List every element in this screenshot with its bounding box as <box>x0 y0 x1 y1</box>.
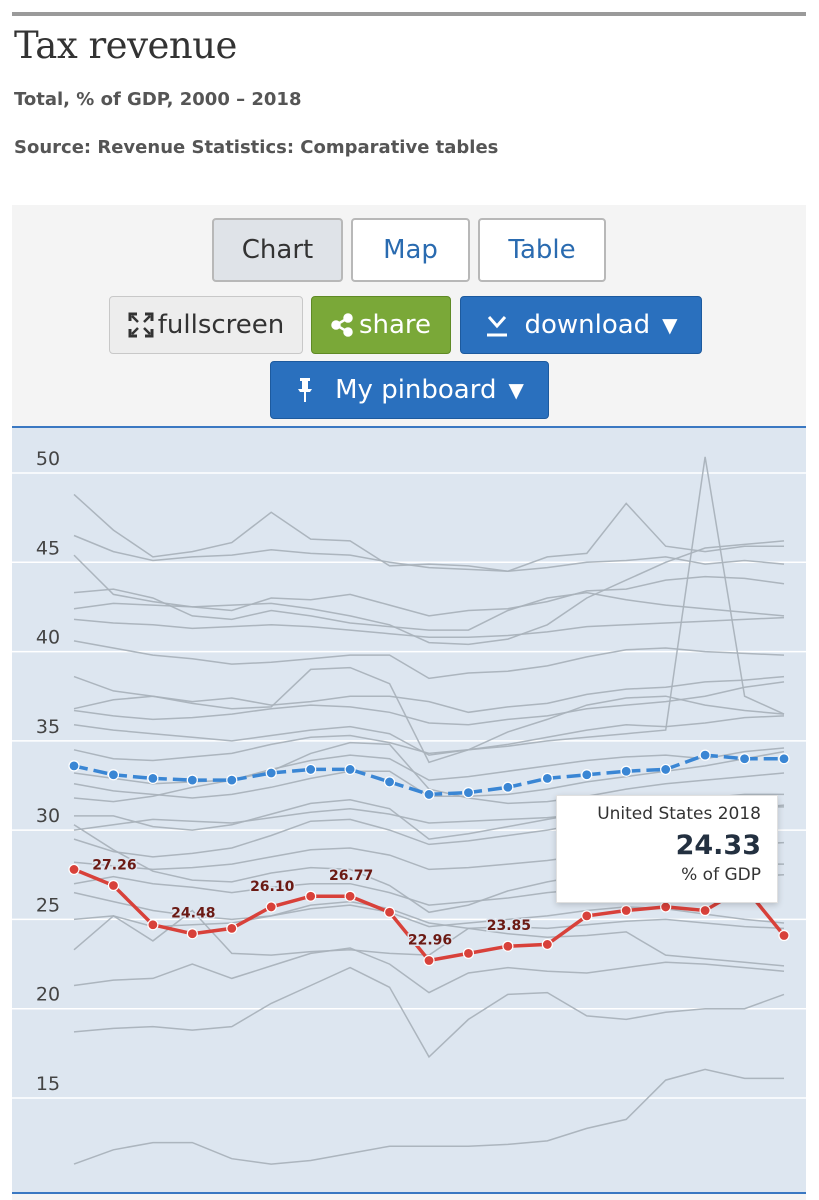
data-label: 27.26 <box>92 858 136 874</box>
data-label: 26.10 <box>250 879 295 895</box>
oecd-point <box>423 788 435 801</box>
oecd-point <box>738 753 751 765</box>
country-series-line <box>73 947 785 994</box>
page-title: Tax revenue <box>14 24 237 67</box>
country-series-line <box>73 681 785 726</box>
highlight-point <box>265 901 277 913</box>
oecd-point <box>383 776 396 788</box>
highlight-point <box>68 863 80 876</box>
share-label: share <box>358 310 432 340</box>
download-icon <box>487 316 508 337</box>
country-series-line <box>73 1068 784 1165</box>
download-label: download <box>524 310 651 340</box>
data-label: 26.77 <box>329 868 373 884</box>
country-series-line <box>73 675 785 714</box>
share-icon <box>331 313 353 337</box>
fullscreen-icon <box>128 312 154 338</box>
country-series-line <box>73 493 784 572</box>
country-series-line <box>73 666 785 764</box>
country-series-line <box>73 900 785 930</box>
oecd-point <box>660 763 672 776</box>
highlight-point <box>620 904 632 917</box>
highlight-point <box>423 954 435 967</box>
highlight-point <box>147 919 159 931</box>
oecd-point <box>344 763 356 776</box>
data-label: 22.96 <box>408 933 452 949</box>
data-label: 23.85 <box>487 918 531 934</box>
pin-icon <box>298 378 313 402</box>
highlight-point <box>502 940 514 952</box>
tooltip-heading: United States 2018 <box>597 804 761 824</box>
download-button[interactable]: download ▼ <box>460 296 702 354</box>
oecd-point <box>778 753 790 765</box>
oecd-point <box>107 769 120 781</box>
highlight-point <box>186 928 198 940</box>
highlight-point <box>383 906 396 918</box>
highlight-point <box>660 901 672 913</box>
highlight-point <box>344 890 356 902</box>
oecd-point <box>186 774 198 786</box>
tab-map[interactable]: Map <box>351 218 470 282</box>
oecd-point <box>226 774 238 786</box>
highlight-point <box>778 929 790 942</box>
highlight-point <box>107 879 120 892</box>
oecd-point <box>305 763 317 776</box>
y-tick-label: 25 <box>36 894 60 916</box>
oecd-point <box>581 769 593 781</box>
chevron-down-icon: ▼ <box>508 378 524 402</box>
country-series-line <box>73 540 785 646</box>
highlight-point <box>305 890 317 902</box>
highlight-point <box>462 947 475 959</box>
pinboard-label: My pinboard <box>335 375 497 405</box>
highlight-point <box>699 904 711 917</box>
page-subtitle: Total, % of GDP, 2000 – 2018 <box>14 89 302 110</box>
data-tooltip: United States 2018 24.33 % of GDP <box>556 795 778 903</box>
oecd-point <box>541 772 553 784</box>
country-series-line <box>73 616 785 639</box>
tooltip-value: 24.33 <box>675 830 761 861</box>
oecd-point <box>147 772 159 784</box>
tab-table-label: Table <box>508 235 576 265</box>
oecd-point <box>265 767 277 779</box>
chevron-down-icon: ▼ <box>662 313 678 337</box>
data-label: 24.48 <box>171 906 215 922</box>
pinboard-button[interactable]: My pinboard ▼ <box>270 361 549 419</box>
country-series-line <box>73 588 785 631</box>
highlight-point <box>581 910 593 922</box>
oecd-point <box>620 765 632 777</box>
y-tick-label: 35 <box>36 716 60 738</box>
tab-table[interactable]: Table <box>478 218 606 282</box>
top-rule <box>12 12 806 16</box>
source-line: Source: Revenue Statistics: Comparative … <box>14 137 499 158</box>
tab-chart-label: Chart <box>241 235 314 265</box>
country-series-line <box>73 534 785 572</box>
highlight-point <box>541 938 553 951</box>
country-series-line <box>73 966 785 1059</box>
country-series-line <box>73 715 785 756</box>
y-tick-label: 20 <box>36 984 60 1006</box>
country-series-line <box>73 456 785 762</box>
y-tick-label: 45 <box>36 537 60 559</box>
share-button[interactable]: share <box>311 296 451 354</box>
fullscreen-label: fullscreen <box>157 310 285 340</box>
oecd-point <box>68 760 80 772</box>
oecd-point <box>462 787 475 799</box>
y-tick-label: 50 <box>36 448 60 470</box>
tab-chart[interactable]: Chart <box>212 218 343 282</box>
y-tick-label: 40 <box>36 627 60 649</box>
fullscreen-button[interactable]: fullscreen <box>109 296 303 354</box>
highlight-point <box>226 922 238 934</box>
oecd-point <box>502 781 514 793</box>
tooltip-unit: % of GDP <box>681 865 761 885</box>
y-tick-label: 30 <box>36 805 60 827</box>
country-series-line <box>73 640 785 680</box>
oecd-point <box>699 749 711 761</box>
y-tick-label: 15 <box>36 1073 60 1095</box>
tab-map-label: Map <box>383 235 438 265</box>
